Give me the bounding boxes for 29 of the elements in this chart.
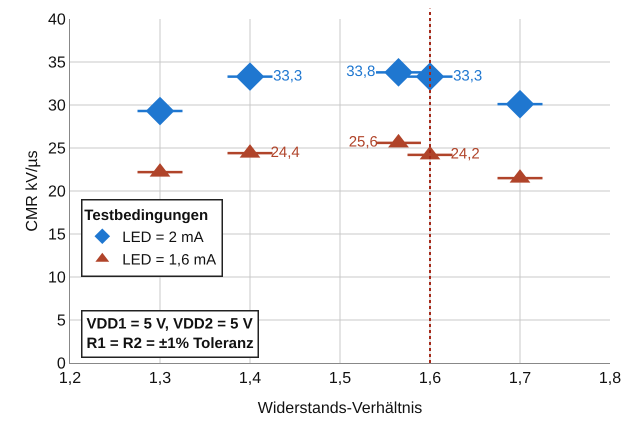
x-tick-label: 1,3 <box>148 370 172 388</box>
data-label: 33,3 <box>264 67 311 84</box>
legend-label: LED = 2 mA <box>122 229 204 246</box>
legend-label: LED = 1,6 mA <box>122 252 216 269</box>
annotation: VDD1 = 5 V, VDD2 = 5 V <box>86 316 253 332</box>
x-axis-title: Widerstands-Verhältnis <box>258 400 422 417</box>
x-tick-label: 1,6 <box>418 370 442 388</box>
x-tick-label: 1,8 <box>598 370 622 388</box>
y-tick-label: 40 <box>48 12 66 29</box>
data-label: 33,8 <box>338 63 384 80</box>
data-label: 25,6 <box>340 134 386 151</box>
y-tick-label: 15 <box>48 226 66 244</box>
y-tick-label: 35 <box>48 54 66 72</box>
x-tick-label: 1,2 <box>58 370 82 388</box>
x-tick-label: 1,5 <box>328 370 352 388</box>
y-tick-label: 20 <box>48 184 66 201</box>
y-tick-label: 0 <box>56 356 66 373</box>
y-tick-label: 10 <box>48 270 66 287</box>
y-tick-label: 25 <box>48 140 66 158</box>
y-axis-title: CMR kV/µs <box>24 150 41 232</box>
data-label: 33,3 <box>444 67 491 84</box>
x-tick-label: 1,4 <box>238 370 262 388</box>
y-tick-label: 5 <box>56 312 66 330</box>
x-tick-label: 1,7 <box>508 370 532 388</box>
y-tick-label: 30 <box>48 98 66 115</box>
data-label: 24,4 <box>262 144 308 161</box>
data-label: 24,2 <box>442 146 488 163</box>
annotation: R1 = R2 = ±1% Toleranz <box>86 335 254 352</box>
legend-title: Testbedingungen <box>84 207 208 224</box>
